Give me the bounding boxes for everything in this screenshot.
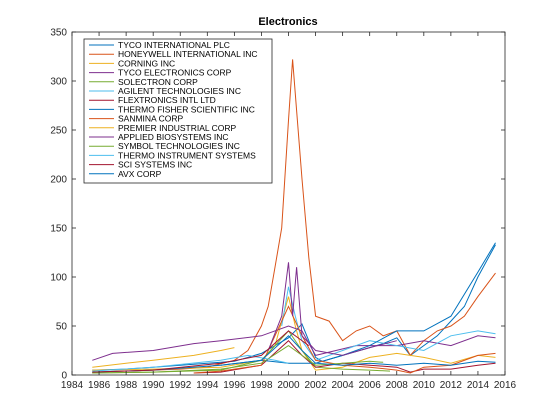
x-tick-label: 2016 xyxy=(494,380,517,391)
x-tick-label: 1994 xyxy=(196,380,219,391)
x-tick-label: 1996 xyxy=(223,380,246,391)
legend-label-7: FLEXTRONICS INTL LTD xyxy=(118,95,216,105)
legend-label-8: THERMO FISHER SCIENTIFIC INC xyxy=(118,104,255,114)
series-lines xyxy=(92,59,496,374)
series-line-11 xyxy=(267,262,397,356)
y-tick-label: 0 xyxy=(61,371,67,382)
y-tick-label: 50 xyxy=(56,322,68,333)
y-tick-label: 200 xyxy=(50,175,67,186)
legend-label-12: SYMBOL TECHNOLOGIES INC xyxy=(118,141,240,151)
y-tick-label: 300 xyxy=(50,77,67,88)
series-line-10 xyxy=(92,347,235,368)
legend-label-6: AGILENT TECHNOLOGIES INC xyxy=(118,86,241,96)
x-tick-label: 1998 xyxy=(250,380,273,391)
legend-label-10: PREMIER INDUSTRIAL CORP xyxy=(118,123,237,133)
x-tick-label: 1990 xyxy=(142,380,165,391)
series-line-9 xyxy=(193,305,496,374)
legend-label-13: THERMO INSTRUMENT SYSTEMS xyxy=(118,150,256,160)
x-tick-label: 2002 xyxy=(304,380,327,391)
legend-label-1: TYCO INTERNATIONAL PLC xyxy=(118,40,230,50)
x-tick-label: 2006 xyxy=(359,380,382,391)
x-tick-label: 2014 xyxy=(467,380,490,391)
x-tick-label: 2008 xyxy=(386,380,409,391)
series-line-13 xyxy=(92,354,289,372)
series-line-14 xyxy=(92,330,310,373)
y-tick-label: 250 xyxy=(50,126,67,137)
legend-label-3: CORNING INC xyxy=(118,58,175,68)
series-line-15 xyxy=(220,335,496,366)
legend-label-11: APPLIED BIOSYSTEMS INC xyxy=(118,132,229,142)
legend-label-9: SANMINA CORP xyxy=(118,114,184,124)
y-tick-label: 150 xyxy=(50,224,67,235)
x-tick-label: 1992 xyxy=(169,380,192,391)
axes: 1984 1986 1988 1990 1992 1994 1996 1998 2000 2002… xyxy=(50,28,516,392)
x-tick-label: 1986 xyxy=(88,380,111,391)
legend-label-2: HONEYWELL INTERNATIONAL INC xyxy=(118,49,257,59)
legend-label-14: SCI SYSTEMS INC xyxy=(118,160,192,170)
legend-label-5: SOLECTRON CORP xyxy=(118,77,198,87)
x-tick-label: 1988 xyxy=(115,380,138,391)
x-tick-label: 2010 xyxy=(413,380,436,391)
y-tick-label: 350 xyxy=(50,28,67,39)
series-line-6 xyxy=(281,286,496,361)
series-line-12 xyxy=(92,344,384,374)
y-tick-label: 100 xyxy=(50,273,67,284)
legend-box xyxy=(83,38,273,184)
chart-title: Electronics xyxy=(258,16,317,28)
legend-label-4: TYCO ELECTRONICS CORP xyxy=(118,68,232,78)
x-tick-label: 2012 xyxy=(440,380,463,391)
x-tick-label: 2000 xyxy=(277,380,300,391)
x-tick-label: 2004 xyxy=(332,380,355,391)
x-tick-label: 1984 xyxy=(61,380,84,391)
legend-label-15: AVX CORP xyxy=(118,169,162,179)
